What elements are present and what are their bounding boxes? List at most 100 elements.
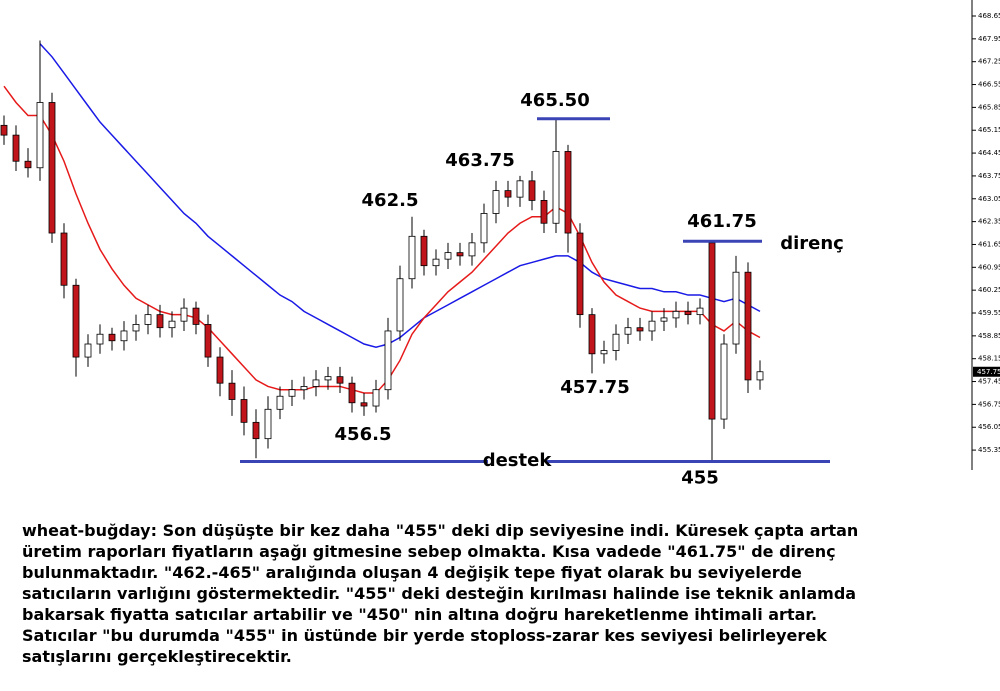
candle-body xyxy=(228,382,236,400)
candle-body xyxy=(672,310,680,319)
chart: 468.65 467.95 467.25 466.55 465.85 465.15 464.… xyxy=(0,0,1000,489)
candle-body xyxy=(156,314,164,329)
candle-body xyxy=(576,232,584,316)
y-tick-label: 461.65 xyxy=(978,240,1000,248)
paragraph-line: Satıcılar "bu durumda "455" in üstünde b… xyxy=(22,626,827,645)
candle-body xyxy=(540,200,548,224)
candle-body xyxy=(264,408,272,440)
annotation: 463.75 xyxy=(445,150,514,171)
candle-body xyxy=(720,343,728,420)
candle-body xyxy=(192,307,200,325)
candle-body xyxy=(648,320,656,332)
candle-body xyxy=(708,242,716,420)
candle-body xyxy=(300,386,308,391)
candle-body xyxy=(36,102,44,169)
candle-body xyxy=(84,343,92,358)
candle-body xyxy=(12,134,20,162)
candle-body xyxy=(420,235,428,267)
moving-average xyxy=(3,85,761,394)
y-tick-label: 456.05 xyxy=(978,423,1000,431)
candle-body xyxy=(144,314,152,325)
y-tick-label: 468.65 xyxy=(978,12,1000,20)
candle-body xyxy=(288,389,296,397)
level-label: 465.50 xyxy=(520,90,589,111)
y-tick-label: 456.75 xyxy=(978,400,1000,408)
candle-body xyxy=(564,151,572,234)
paragraph-line: satıcıların varlığını göstermektedir. "4… xyxy=(22,584,857,603)
paragraph-line: üretim raporları fiyatların aşağı gitmes… xyxy=(22,542,836,561)
candle-body xyxy=(492,190,500,214)
candle-body xyxy=(360,402,368,407)
candle-body xyxy=(24,160,32,169)
candle-body xyxy=(324,376,332,381)
candle-body xyxy=(408,235,416,280)
candle-body xyxy=(504,190,512,198)
paragraph-line: wheat-buğday: Son düşüşte bir kez daha "… xyxy=(22,521,859,540)
last-price-box xyxy=(973,366,1000,377)
candle-body xyxy=(48,102,56,234)
candle-body xyxy=(732,271,740,345)
level-label: 455 xyxy=(681,468,719,489)
candle-body xyxy=(180,307,188,322)
candle-body xyxy=(336,376,344,384)
candle-body xyxy=(0,124,8,136)
candle-body xyxy=(600,350,608,355)
candle-body xyxy=(528,180,536,201)
candle-body xyxy=(456,252,464,257)
candle-body xyxy=(216,356,224,384)
candle-body xyxy=(480,213,488,244)
candle-body xyxy=(468,242,476,257)
y-tick-label: 458.85 xyxy=(978,332,1000,340)
commentary: wheat-buğday: Son düşüşte bir kez daha "… xyxy=(22,520,992,667)
candle-body xyxy=(108,333,116,342)
candle-body xyxy=(660,317,668,322)
candle-body xyxy=(372,389,380,407)
y-tick-label: 464.45 xyxy=(978,149,1000,157)
y-tick-label: 465.15 xyxy=(978,126,1000,134)
candle-body xyxy=(312,379,320,387)
y-tick-label: 460.25 xyxy=(978,286,1000,294)
candle-body xyxy=(204,324,212,358)
candle-body xyxy=(120,330,128,342)
y-tick-label: 458.15 xyxy=(978,355,1000,363)
candle-body xyxy=(636,327,644,332)
annotation: direnç xyxy=(780,233,844,254)
candle-body xyxy=(72,284,80,358)
candle-body xyxy=(432,258,440,267)
candle-body xyxy=(252,421,260,440)
y-tick-label: 457.45 xyxy=(978,378,1000,386)
candle-body xyxy=(168,320,176,329)
y-tick-label: 467.95 xyxy=(978,35,1000,43)
candle-body xyxy=(744,271,752,381)
annotation: destek xyxy=(483,450,553,471)
candle-body xyxy=(96,333,104,345)
y-tick-label: 463.05 xyxy=(978,195,1000,203)
candle-body xyxy=(444,252,452,260)
annotation: 462.5 xyxy=(362,190,419,211)
annotation: 456.5 xyxy=(335,424,392,445)
candle-body xyxy=(624,327,632,335)
paragraph-line: bulunmaktadır. "462.-465" aralığında olu… xyxy=(22,563,802,582)
y-tick-label: 455.35 xyxy=(978,446,1000,454)
candle-body xyxy=(684,310,692,316)
paragraph-line: bakarsak fiyatta satıcılar artabilir ve … xyxy=(22,605,818,624)
candle-body xyxy=(612,333,620,351)
candle-body xyxy=(276,395,284,410)
candle-body xyxy=(60,232,68,286)
y-tick-label: 462.35 xyxy=(978,218,1000,226)
y-tick-label: 465.85 xyxy=(978,103,1000,111)
y-tick-label: 460.95 xyxy=(978,263,1000,271)
y-tick-label: 467.25 xyxy=(978,58,1000,66)
candle-body xyxy=(516,180,524,198)
candle-body xyxy=(240,399,248,423)
y-tick-label: 459.55 xyxy=(978,309,1000,317)
candle-body xyxy=(756,371,764,381)
candle-body xyxy=(552,151,560,224)
candle-body xyxy=(384,330,392,391)
annotation: 457.75 xyxy=(560,377,629,398)
candle-body xyxy=(396,278,404,332)
last-price-label: 457.75 xyxy=(977,368,1000,376)
level-label: 461.75 xyxy=(687,211,756,232)
candle-body xyxy=(588,314,596,355)
paragraph-line: satışlarını gerçekleştirecektir. xyxy=(22,647,292,666)
